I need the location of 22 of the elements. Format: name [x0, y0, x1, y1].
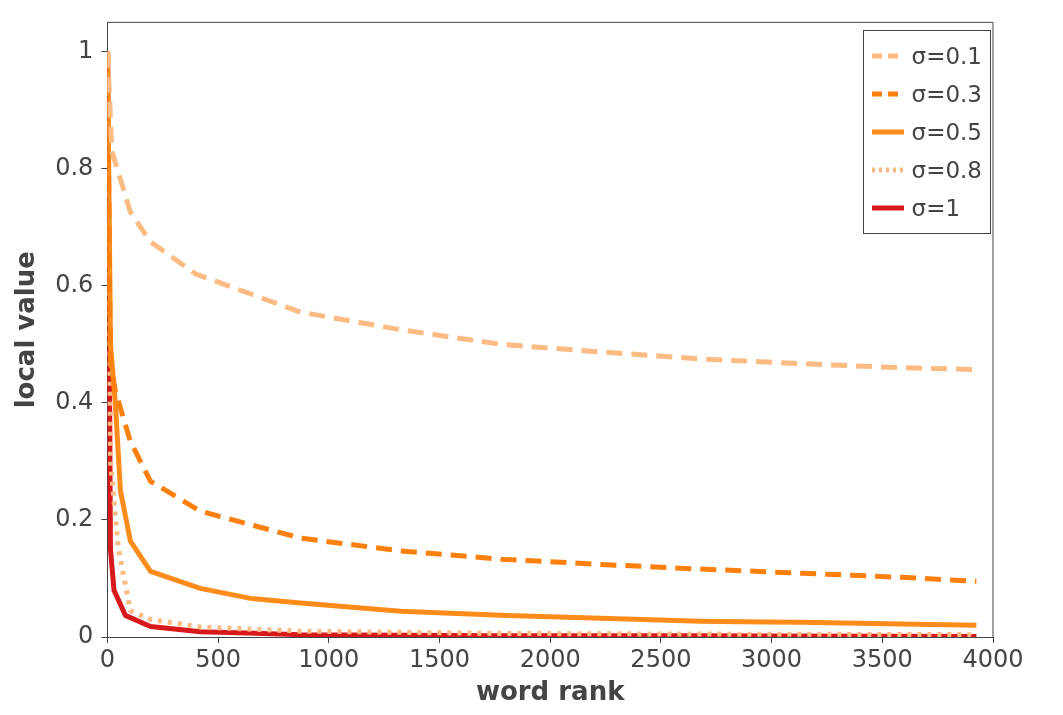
x-axis-title: word rank: [475, 676, 626, 707]
y-tick-label: 1: [78, 35, 94, 64]
x-tick-label: 4000: [962, 644, 1024, 673]
y-axis-title: local value: [10, 251, 41, 409]
y-tick-label: 0.2: [55, 504, 94, 533]
legend-label: σ=0.8: [911, 157, 982, 184]
y-tick-label: 0.4: [55, 387, 94, 416]
x-tick-label: 1000: [298, 644, 360, 673]
y-tick-label: 0.8: [55, 152, 94, 181]
legend-label: σ=0.1: [911, 43, 982, 70]
y-tick-label: 0.6: [55, 270, 94, 299]
legend-label: σ=1: [911, 195, 961, 222]
legend-label: σ=0.3: [911, 81, 982, 108]
x-tick-label: 3000: [741, 644, 803, 673]
x-tick-label: 2000: [519, 644, 581, 673]
x-tick-label: 2500: [630, 644, 692, 673]
x-tick-label: 3500: [851, 644, 913, 673]
x-tick-label: 0: [99, 644, 116, 673]
legend-label: σ=0.5: [911, 119, 982, 146]
y-tick-label: 0: [78, 621, 94, 650]
x-tick-label: 1500: [408, 644, 471, 673]
x-tick-label: 500: [195, 644, 241, 673]
